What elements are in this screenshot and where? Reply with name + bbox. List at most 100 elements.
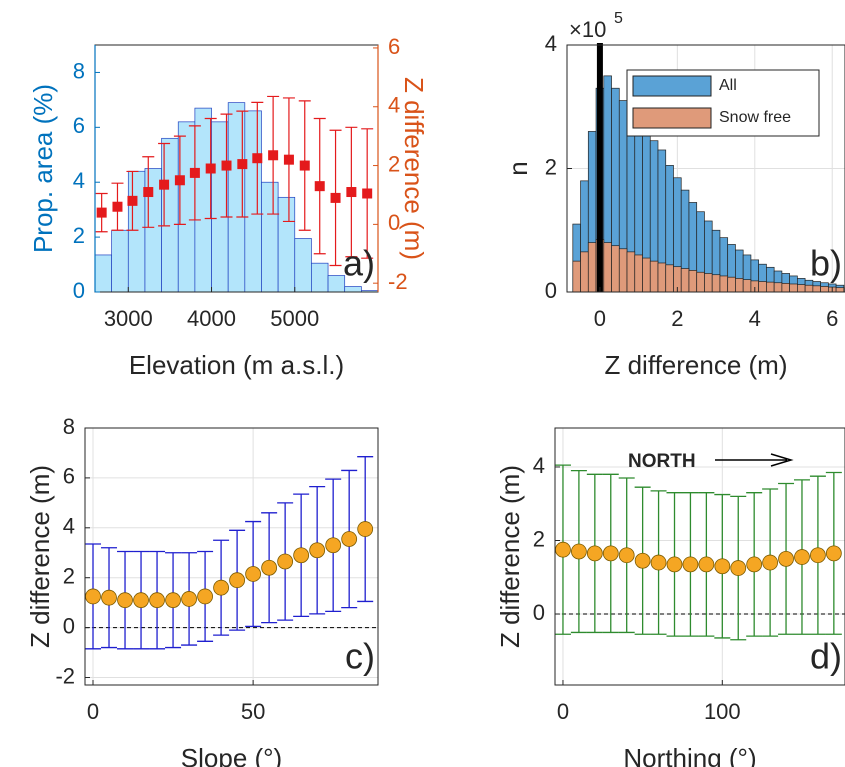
x-tick-label: 0 — [557, 699, 569, 724]
marker — [746, 556, 763, 573]
marker — [165, 592, 181, 609]
marker — [650, 554, 667, 571]
marker — [174, 175, 185, 186]
bar — [642, 257, 651, 292]
x-axis-label: Elevation (m a.s.l.) — [129, 350, 344, 380]
bar — [696, 271, 705, 292]
marker — [96, 207, 107, 218]
y-multiplier: ×10 — [569, 17, 606, 42]
x-axis-label: Slope (°) — [181, 743, 282, 767]
note-arrow — [715, 453, 794, 467]
y-tick-label: 2 — [63, 564, 75, 589]
bar — [211, 121, 229, 292]
x-axis-label: Z difference (m) — [604, 350, 787, 380]
marker — [778, 550, 794, 567]
plot-area — [95, 102, 378, 292]
y-axis-label: n — [503, 161, 533, 175]
marker — [794, 549, 810, 565]
marker — [277, 553, 294, 570]
marker — [698, 556, 715, 573]
marker — [825, 545, 842, 562]
x-tick-label: 0 — [594, 306, 606, 331]
bar — [820, 286, 829, 292]
bar — [611, 245, 620, 292]
bar — [572, 260, 581, 292]
y-tick-label: 6 — [63, 464, 75, 489]
bar — [277, 196, 296, 292]
marker — [309, 542, 326, 559]
bar — [649, 260, 659, 292]
x-tick-label: 5000 — [270, 306, 319, 331]
bar — [735, 278, 744, 292]
marker — [213, 579, 229, 596]
panel-label: b) — [810, 243, 842, 284]
marker — [357, 521, 374, 537]
y-tick-label: 8 — [63, 414, 75, 439]
bar — [711, 274, 721, 292]
marker — [618, 547, 635, 564]
x-tick-label: 6 — [826, 306, 838, 331]
y2-tick-label: 2 — [388, 151, 400, 176]
marker — [85, 588, 101, 605]
bar — [797, 284, 806, 292]
bar — [194, 107, 212, 292]
y-tick-label: 0 — [533, 600, 545, 625]
marker — [101, 589, 117, 606]
x-tick-label: 2 — [671, 306, 683, 331]
x-tick-label: 0 — [87, 699, 99, 724]
bar — [742, 279, 752, 292]
bar — [812, 285, 821, 292]
legend: All Snow free — [626, 69, 820, 137]
y-tick-label: 4 — [63, 514, 75, 539]
marker — [299, 160, 310, 171]
bar — [665, 264, 674, 292]
bar — [580, 251, 589, 292]
marker — [127, 195, 138, 206]
x-tick-label: 50 — [241, 699, 265, 724]
bar — [766, 281, 775, 292]
bar — [111, 229, 129, 292]
marker — [143, 187, 154, 198]
marker — [181, 591, 197, 607]
marker — [252, 153, 263, 164]
bar — [261, 181, 279, 292]
bar — [244, 110, 262, 292]
bar — [603, 242, 612, 292]
marker — [714, 558, 731, 575]
plot-area — [555, 428, 845, 685]
y-tick-label: 6 — [73, 113, 85, 138]
marker — [666, 556, 683, 573]
bar — [680, 268, 690, 292]
marker — [245, 566, 262, 582]
panel: 0 50 -2 0 2 4 6 8 Slope (°) Z difference (m) c) — [25, 414, 379, 767]
bar — [781, 283, 790, 292]
marker — [205, 163, 216, 174]
legend-swatch — [632, 107, 712, 129]
x-tick-label: 3000 — [104, 306, 153, 331]
y-tick-label: 0 — [545, 278, 557, 303]
marker — [555, 541, 571, 558]
panel: 0 100 0 2 4 Northing (°) Z difference (m) d) NOR… — [495, 427, 845, 767]
y-tick-label: -2 — [55, 663, 75, 688]
panel: 3000 4000 5000 0 2 4 6 8 -2 0 2 4 6 Elevation (m a.s.… — [28, 34, 429, 380]
y2-axis-label: Z difference (m) — [399, 77, 429, 260]
panel: 0 2 4 6 0 2 4 Z difference (m) n b) ×10 5 All Snow fr… — [503, 10, 845, 380]
y-tick-label: 4 — [73, 168, 85, 193]
bar — [773, 282, 783, 292]
panel-label: c) — [345, 636, 375, 677]
bar — [704, 273, 713, 292]
marker — [159, 179, 170, 190]
marker — [346, 187, 357, 198]
marker — [283, 154, 294, 165]
bar — [294, 238, 312, 292]
y-axis-label: Z difference (m) — [25, 465, 55, 648]
x-tick-label: 4 — [749, 306, 761, 331]
marker — [149, 592, 165, 609]
y-tick-label: 2 — [533, 526, 545, 551]
bar — [95, 254, 112, 292]
bar — [789, 283, 798, 292]
marker — [762, 554, 779, 571]
marker — [341, 531, 358, 547]
y-tick-label: 4 — [545, 31, 557, 56]
y-axis-label: Prop. area (%) — [28, 84, 58, 253]
